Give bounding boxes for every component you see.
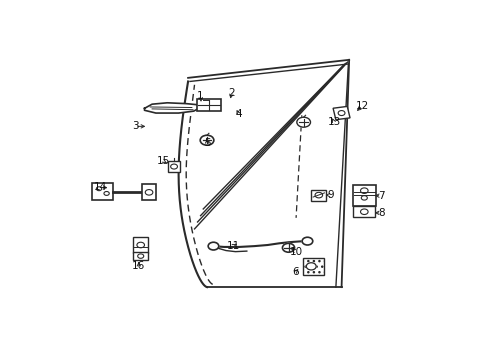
Bar [133, 252, 148, 260]
Text: 4: 4 [235, 109, 241, 119]
Circle shape [282, 243, 294, 252]
Circle shape [302, 237, 312, 245]
Text: 8: 8 [377, 208, 384, 218]
Bar [332, 107, 349, 120]
Circle shape [96, 187, 102, 191]
Text: 2: 2 [228, 88, 235, 98]
Bar [352, 185, 375, 206]
Circle shape [137, 242, 144, 248]
Circle shape [305, 263, 316, 270]
Text: 10: 10 [289, 247, 302, 257]
Bar [302, 258, 323, 275]
Text: 11: 11 [226, 240, 240, 251]
Text: 6: 6 [291, 267, 298, 277]
Circle shape [361, 195, 366, 200]
Text: 13: 13 [326, 117, 340, 127]
Circle shape [314, 192, 322, 198]
Text: 14: 14 [94, 183, 107, 192]
Circle shape [104, 192, 109, 195]
Bar [142, 184, 155, 201]
Circle shape [200, 135, 213, 145]
Circle shape [338, 111, 344, 116]
Circle shape [138, 254, 143, 258]
Bar [311, 190, 326, 201]
Bar [353, 207, 374, 217]
Circle shape [296, 117, 310, 127]
Polygon shape [144, 103, 201, 113]
Text: 12: 12 [355, 100, 368, 111]
Text: 1: 1 [197, 91, 203, 101]
Text: 3: 3 [131, 121, 138, 131]
Text: 16: 16 [132, 261, 145, 271]
Circle shape [360, 209, 367, 215]
Text: 15: 15 [157, 156, 170, 166]
Circle shape [208, 242, 218, 250]
Text: 9: 9 [326, 190, 333, 200]
Circle shape [145, 190, 153, 195]
Bar [168, 161, 180, 172]
Bar [133, 237, 148, 253]
Text: 7: 7 [377, 191, 384, 201]
Bar [92, 183, 113, 200]
Bar [196, 99, 221, 111]
Circle shape [360, 188, 367, 193]
Circle shape [170, 164, 177, 169]
Text: 5: 5 [203, 138, 210, 148]
